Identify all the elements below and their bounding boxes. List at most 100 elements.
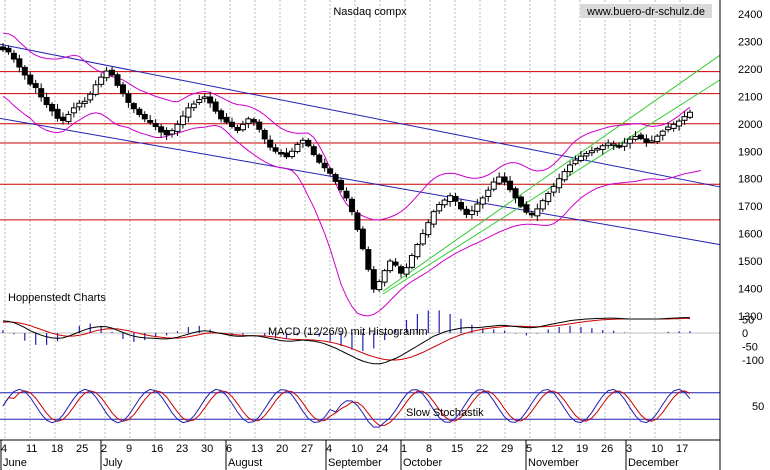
candle-body [485, 189, 492, 198]
macd-tick-label: -100 [742, 355, 764, 367]
candle-body [447, 195, 454, 202]
candle-body [305, 139, 312, 147]
candle-body [343, 190, 350, 199]
macd-tick-label: 0 [742, 328, 748, 340]
day-tick-label: 12 [551, 443, 563, 455]
month-label: October [403, 457, 442, 469]
candle-body [321, 162, 328, 169]
price-tick-label: 2000 [738, 119, 762, 131]
candle-body [414, 244, 421, 258]
candle-body [474, 203, 481, 212]
watermark-box [580, 4, 712, 18]
day-tick-label: 22 [476, 443, 488, 455]
candle-body [610, 143, 617, 147]
candle-body [496, 176, 503, 184]
day-tick-label: 1 [401, 443, 407, 455]
candle-body [637, 134, 644, 140]
candle-body [670, 123, 677, 129]
candle-body [534, 208, 541, 217]
candle-body [92, 84, 99, 95]
candle-body [479, 197, 486, 205]
candle-body [207, 96, 214, 104]
candle-body [392, 261, 399, 266]
candle-body [676, 120, 683, 127]
candle-body [501, 176, 508, 183]
candle-body [223, 116, 230, 123]
candle-body [348, 198, 355, 213]
price-tick-label: 1300 [738, 311, 762, 323]
day-tick-label: 3 [626, 443, 632, 455]
candle-body [316, 154, 323, 163]
candle-body [387, 260, 394, 272]
month-label: August [228, 457, 262, 469]
candle-body [376, 281, 383, 291]
bollinger-lower [2, 95, 701, 317]
candle-body [272, 147, 279, 152]
day-tick-label: 2 [101, 443, 107, 455]
candle-body [594, 148, 601, 151]
candle-body [621, 142, 628, 147]
candle-body [299, 139, 306, 144]
stochastic-label: Slow Stochastik [406, 407, 484, 419]
candle-body [239, 123, 246, 131]
month-label: November [528, 457, 579, 469]
day-tick-label: 23 [176, 443, 188, 455]
candle-body [648, 140, 655, 143]
day-tick-label: 10 [651, 443, 663, 455]
price-tick-label: 1400 [738, 284, 762, 296]
day-tick-label: 20 [276, 443, 288, 455]
candle-body [528, 212, 535, 216]
watermark: www.buero-dr-schulz.de [586, 6, 705, 18]
candle-body [245, 118, 252, 124]
candle-body [261, 129, 268, 140]
price-tick-label: 2100 [738, 91, 762, 103]
day-tick-label: 18 [51, 443, 63, 455]
candle-body [332, 174, 339, 182]
candle-body [616, 145, 623, 148]
candle-body [419, 233, 426, 245]
candle-body [359, 228, 366, 250]
price-tick-label: 2400 [738, 9, 762, 21]
trendlines [0, 43, 721, 295]
candle-body [381, 270, 388, 283]
day-tick-label: 29 [501, 443, 513, 455]
day-tick-label: 30 [201, 443, 213, 455]
macd-tick-label: 50 [742, 315, 754, 327]
day-tick-label: 5 [526, 443, 532, 455]
candle-body [141, 113, 148, 120]
candle-body [539, 200, 546, 210]
price-tick-label: 1900 [738, 146, 762, 158]
candle-body [327, 168, 334, 174]
candle-body [147, 120, 154, 123]
day-tick-label: 25 [76, 443, 88, 455]
candle-body [517, 196, 524, 207]
candle-body [681, 116, 688, 121]
stoch-k-line [2, 388, 691, 428]
candle-body [174, 123, 181, 132]
candle-body [425, 222, 432, 236]
candle-body [49, 103, 56, 112]
day-tick-label: 26 [601, 443, 613, 455]
candle-body [125, 93, 132, 103]
month-label: June [3, 457, 27, 469]
day-tick-label: 13 [251, 443, 263, 455]
candle-body [430, 211, 437, 225]
macd-panel: 500 -50-100 [0, 310, 764, 367]
candle-body [294, 143, 301, 153]
candle-body [201, 96, 208, 99]
day-tick-label: 17 [676, 443, 688, 455]
candle-body [218, 110, 225, 120]
candle-body [545, 193, 552, 202]
candle-body [561, 171, 568, 181]
day-tick-label: 24 [376, 443, 388, 455]
candle-body [136, 108, 143, 115]
candle-body [38, 88, 45, 98]
macd-signal-line [2, 317, 690, 361]
candle-body [212, 101, 219, 112]
trend-lower [0, 117, 721, 246]
chart-title: Nasdaq compx [333, 6, 407, 18]
candle-body [185, 107, 192, 118]
candle-body [250, 119, 257, 123]
candle-body [65, 113, 72, 123]
